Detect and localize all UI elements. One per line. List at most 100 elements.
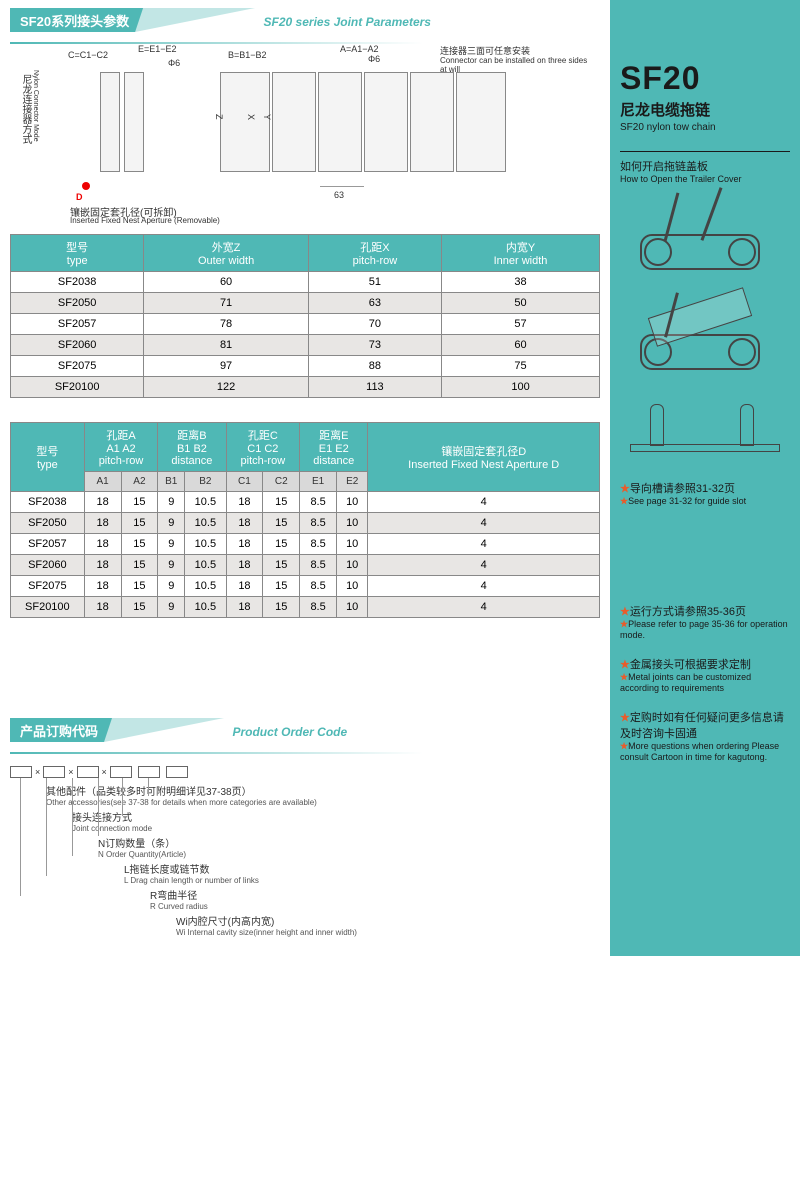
table-cell: 15: [121, 534, 158, 555]
illustration-1: [620, 194, 790, 284]
table-cell: 18: [226, 534, 263, 555]
order-boxes: ×××: [10, 764, 188, 778]
page-root: SF20系列接头参数 SF20 series Joint Parameters …: [0, 0, 800, 956]
e-label: E=E1−E2: [138, 44, 177, 54]
c-label: C=C1−C2: [68, 50, 108, 60]
order-item: R弯曲半径R Curved radius: [146, 886, 357, 912]
table-cell: 9: [158, 513, 185, 534]
table-cell: 4: [368, 597, 600, 618]
section1-title-cn: SF20系列接头参数: [10, 8, 143, 32]
table-cell: 4: [368, 492, 600, 513]
chain-link-1: [272, 72, 316, 172]
table-cell: 10: [337, 555, 368, 576]
table-cell: 8.5: [300, 513, 337, 534]
table-cell: 10: [337, 534, 368, 555]
x-dim: X: [246, 114, 256, 120]
table-cell: 10: [337, 576, 368, 597]
t2-h-c: 孔距CC1 C2pitch-row: [226, 423, 300, 472]
table-cell: 9: [158, 534, 185, 555]
conn-left-2: [124, 72, 144, 172]
joint-diagram: 尼龙连接器方式 Nylon Connector Mode C=C1−C2 E=E…: [10, 44, 600, 234]
table-cell: 9: [158, 597, 185, 618]
sidebar: SF20 尼龙电缆拖链 SF20 nylon tow chain 如何开启拖链盖…: [610, 0, 800, 956]
section2-banner: 产品订购代码 Product Order Code: [10, 718, 600, 742]
table-cell: 63: [308, 293, 441, 314]
phi1: Φ6: [168, 58, 180, 68]
table2-body: SF20381815910.518158.5104SF20501815910.5…: [11, 492, 600, 618]
table-cell: 18: [84, 534, 121, 555]
table-row: SF2075978875: [11, 356, 600, 377]
table-cell: 78: [144, 314, 308, 335]
table-cell: SF2075: [11, 576, 85, 597]
table-subheader: A1: [84, 472, 121, 492]
table-row: SF20601815910.518158.5104: [11, 555, 600, 576]
table-cell: 10: [337, 492, 368, 513]
table-cell: 113: [308, 377, 441, 398]
table-cell: 51: [308, 272, 441, 293]
t2-h-a: 孔距AA1 A2pitch-row: [84, 423, 158, 472]
sidebar-note: ★金属接头可根据要求定制★Metal joints can be customi…: [620, 656, 790, 693]
mode-label-cn: 尼龙连接器方式: [18, 74, 33, 144]
main-column: SF20系列接头参数 SF20 series Joint Parameters …: [0, 0, 610, 956]
t2-h-e: 距离EE1 E2distance: [300, 423, 368, 472]
table-subheader: B1: [158, 472, 185, 492]
table-cell: SF20100: [11, 377, 144, 398]
table-cell: SF2060: [11, 335, 144, 356]
table-cell: 18: [226, 555, 263, 576]
section2-title-en: Product Order Code: [232, 725, 347, 739]
table-cell: 15: [263, 576, 300, 597]
t2-h-d: 镶嵌固定套孔径DInserted Fixed Nest Aperture D: [368, 423, 600, 492]
table-row: SF2057787057: [11, 314, 600, 335]
chain-link-4: [410, 72, 454, 172]
table-row: SF201001815910.518158.5104: [11, 597, 600, 618]
table-cell: 15: [121, 555, 158, 576]
table-cell: SF2050: [11, 293, 144, 314]
howto-en: How to Open the Trailer Cover: [620, 174, 790, 184]
table-cell: 15: [121, 597, 158, 618]
section1-title-en: SF20 series Joint Parameters: [264, 15, 431, 29]
table-cell: 60: [144, 272, 308, 293]
table-cell: 18: [84, 492, 121, 513]
table-subheader: C1: [226, 472, 263, 492]
table-cell: 18: [84, 597, 121, 618]
table-cell: 88: [308, 356, 441, 377]
table-cell: 15: [121, 492, 158, 513]
table-cell: 100: [442, 377, 600, 398]
table-cell: 10.5: [185, 492, 226, 513]
table-cell: 15: [263, 597, 300, 618]
chain-end-left: [220, 72, 270, 172]
table-cell: 60: [442, 335, 600, 356]
table-cell: 8.5: [300, 576, 337, 597]
table-cell: SF2038: [11, 492, 85, 513]
table-cell: 18: [226, 597, 263, 618]
table-cell: 50: [442, 293, 600, 314]
table-cell: 71: [144, 293, 308, 314]
table-cell: 10: [337, 513, 368, 534]
table-subheader: A2: [121, 472, 158, 492]
t2-h-type: 型号type: [11, 423, 85, 492]
table-cell: 18: [84, 513, 121, 534]
table-subheader: B2: [185, 472, 226, 492]
illustration-3: [620, 394, 790, 464]
sidebar-note: ★定购时如有任何疑问更多信息请及时咨询卡固通★More questions wh…: [620, 709, 790, 762]
dim-63: 63: [334, 190, 344, 200]
table-cell: 9: [158, 555, 185, 576]
t1-h-y: 内宽YInner width: [442, 235, 600, 272]
table-cell: SF2060: [11, 555, 85, 576]
table-cell: 57: [442, 314, 600, 335]
table-cell: 10.5: [185, 513, 226, 534]
t1-h-type: 型号type: [11, 235, 144, 272]
sidebar-notes: ★导向槽请参照31-32页★See page 31-32 for guide s…: [620, 480, 790, 762]
b-label: B=B1−B2: [228, 50, 267, 60]
table-row: SF2050716350: [11, 293, 600, 314]
d-marker: [82, 182, 90, 190]
sidebar-title: SF20: [620, 60, 790, 97]
d-label: D: [76, 192, 83, 202]
table-cell: 4: [368, 513, 600, 534]
table-cell: 15: [263, 492, 300, 513]
chain-end-right: [456, 72, 506, 172]
table1: 型号type 外宽ZOuter width 孔距Xpitch-row 内宽YIn…: [10, 234, 600, 398]
table-cell: SF20100: [11, 597, 85, 618]
table2-head: 型号type 孔距AA1 A2pitch-row 距离BB1 B2distanc…: [11, 423, 600, 492]
table-row: SF20381815910.518158.5104: [11, 492, 600, 513]
